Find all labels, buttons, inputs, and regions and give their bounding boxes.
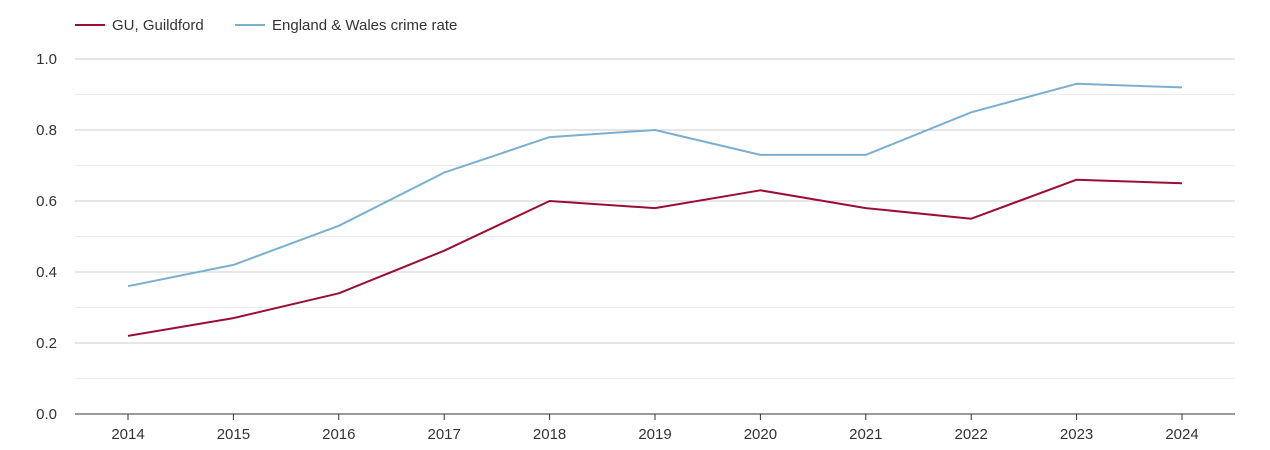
y-tick-label: 0.0 bbox=[36, 406, 57, 423]
legend-label-guildford: GU, Guildford bbox=[112, 17, 204, 34]
grid-lines bbox=[75, 58, 1235, 379]
y-tick-label: 1.0 bbox=[36, 51, 57, 68]
x-tick-label: 2023 bbox=[1060, 426, 1093, 443]
x-tick-label: 2015 bbox=[217, 426, 250, 443]
y-tick-label: 0.2 bbox=[36, 335, 57, 352]
legend: GU, Guildford England & Wales crime rate bbox=[75, 17, 457, 34]
x-tick-label: 2022 bbox=[955, 426, 988, 443]
y-tick-label: 0.4 bbox=[36, 264, 57, 281]
x-tick-label: 2020 bbox=[744, 426, 777, 443]
series-lines bbox=[127, 82, 1183, 337]
legend-label-england-wales: England & Wales crime rate bbox=[272, 17, 457, 34]
x-tick-label: 2016 bbox=[322, 426, 355, 443]
x-tick-label: 2019 bbox=[638, 426, 671, 443]
x-tick-label: 2017 bbox=[428, 426, 461, 443]
series-line-guildford bbox=[127, 178, 1183, 337]
y-tick-label: 0.8 bbox=[36, 122, 57, 139]
series-line-england-wales bbox=[127, 82, 1183, 288]
x-tick-label: 2014 bbox=[111, 426, 144, 443]
x-tick-label: 2021 bbox=[849, 426, 882, 443]
axes: 0.0 0.2 0.4 0.6 0.8 1.0 2014 2015 2016 2017 2018 20… bbox=[36, 51, 1235, 443]
x-tick-label: 2018 bbox=[533, 426, 566, 443]
x-tick-label: 2024 bbox=[1165, 426, 1198, 443]
y-tick-label: 0.6 bbox=[36, 193, 57, 210]
